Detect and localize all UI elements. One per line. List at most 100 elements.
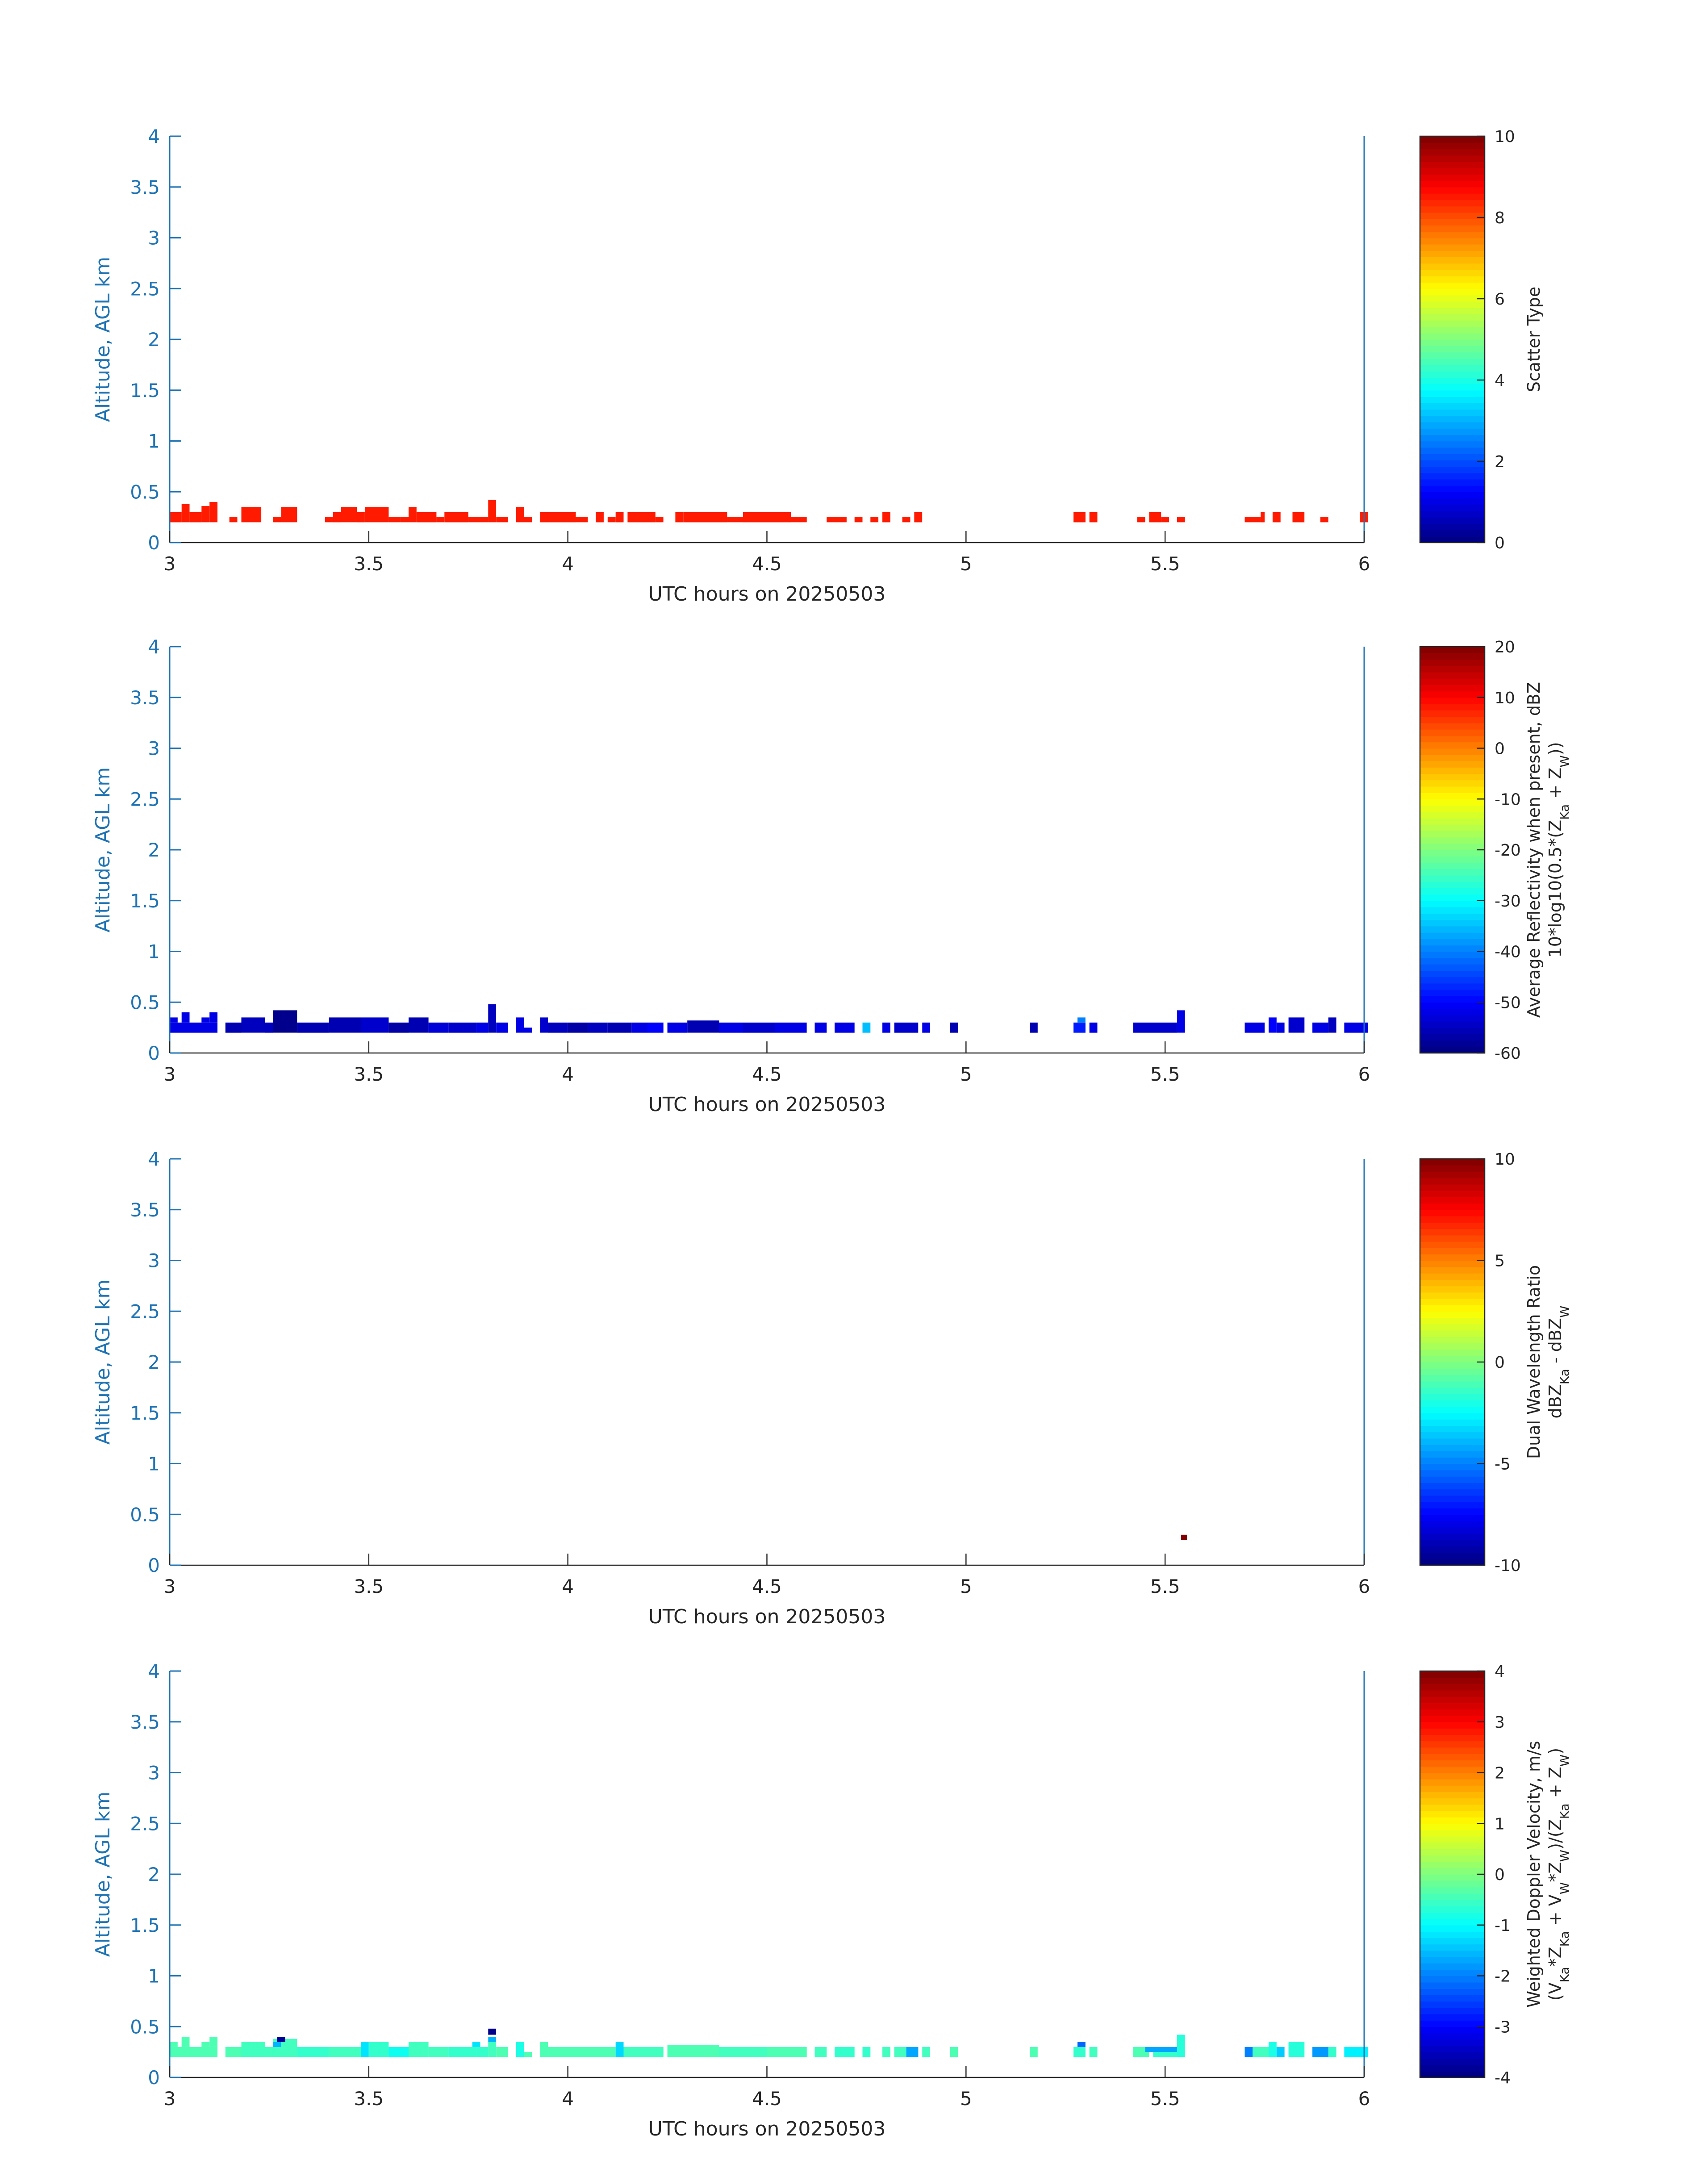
colorbar-segment [1420, 723, 1485, 730]
heatmap-cell [277, 2037, 285, 2042]
heatmap-cell [568, 1022, 588, 1033]
heatmap-cell [488, 2037, 497, 2042]
colorbar-segment [1420, 1286, 1485, 1293]
heatmap-cell [894, 2047, 906, 2057]
heatmap-cell [655, 517, 664, 522]
colorbar-segment [1420, 1944, 1485, 1951]
colorbar-segment [1420, 1533, 1485, 1540]
colorbar-segment [1420, 1330, 1485, 1337]
colorbar-segment [1420, 282, 1485, 289]
heatmap-cell [516, 1017, 524, 1033]
heatmap-cell [341, 507, 357, 522]
heatmap-cell [472, 2042, 480, 2047]
heatmap-cell [476, 1022, 489, 1033]
colorbar-segment [1420, 1969, 1485, 1976]
heatmap-cell [1344, 2047, 1368, 2057]
heatmap-cell [209, 502, 217, 522]
colorbar-segment [1420, 1254, 1485, 1261]
colorbar-segment [1420, 799, 1485, 806]
colorbar-segment [1420, 1279, 1485, 1287]
colorbar-segment [1420, 805, 1485, 812]
y-tick-label: 2.5 [130, 278, 160, 300]
colorbar-segment [1420, 1463, 1485, 1471]
colorbar-segment [1420, 1343, 1485, 1350]
colorbar-segment [1420, 1868, 1485, 1875]
heatmap-cell [201, 1017, 210, 1023]
heatmap-cell [388, 1022, 409, 1033]
colorbar-segment [1420, 850, 1485, 857]
colorbar-segment [1420, 894, 1485, 901]
colorbar-segment [1420, 1387, 1485, 1394]
y-tick-label: 1.5 [130, 380, 160, 401]
y-axis-label: Altitude, AGL km [92, 257, 114, 422]
colorbar-segment [1420, 1298, 1485, 1305]
colorbar-segment [1420, 288, 1485, 296]
heatmap-cell [209, 2037, 217, 2047]
colorbar-tick-label: 2 [1495, 453, 1505, 471]
colorbar-segment [1420, 1216, 1485, 1223]
colorbar-segment [1420, 1432, 1485, 1439]
colorbar-segment [1420, 1381, 1485, 1388]
heatmap-cell [273, 517, 281, 522]
colorbar-segment [1420, 989, 1485, 996]
heatmap-cell [333, 512, 341, 522]
x-axis-label: UTC hours on 20250503 [648, 1605, 886, 1628]
colorbar-segment [1420, 187, 1485, 194]
heatmap-cell [1089, 512, 1098, 522]
colorbar-label-line-1: Scatter Type [1524, 287, 1544, 392]
colorbar-segment [1420, 1028, 1485, 1035]
colorbar-segment [1420, 824, 1485, 832]
heatmap-cell [428, 1022, 449, 1033]
y-tick-label: 3 [148, 738, 160, 760]
colorbar-segment [1420, 1368, 1485, 1375]
colorbar-tick-label: 2 [1495, 1764, 1505, 1783]
colorbar-segment [1420, 1760, 1485, 1767]
colorbar-tick-label: 0 [1495, 1354, 1505, 1372]
heatmap-cell [1244, 1022, 1265, 1033]
colorbar-segment [1420, 1823, 1485, 1830]
colorbar-segment [1420, 862, 1485, 869]
heatmap-cell [241, 2042, 265, 2057]
colorbar-segment [1420, 364, 1485, 372]
colorbar-segment [1420, 1779, 1485, 1786]
colorbar-segment [1420, 875, 1485, 882]
colorbar-segment [1420, 1248, 1485, 1255]
heatmap-cell [1030, 1022, 1038, 1033]
colorbar-segment [1420, 358, 1485, 365]
heatmap-cell [675, 512, 684, 522]
colorbar-segment [1420, 447, 1485, 454]
colorbar-segment [1420, 1406, 1485, 1413]
heatmap-cell [468, 517, 489, 522]
colorbar-segment [1420, 1311, 1485, 1318]
y-tick-label: 0.5 [130, 1504, 160, 1525]
x-tick-label: 4 [562, 1063, 574, 1085]
heatmap-cell [1261, 512, 1265, 522]
colorbar-segment [1420, 945, 1485, 952]
colorbar-segment [1420, 1337, 1485, 1344]
colorbar-tick-label: 10 [1495, 1150, 1515, 1169]
colorbar-segment [1420, 485, 1485, 493]
heatmap-cell [265, 2047, 273, 2057]
colorbar-segment [1420, 1451, 1485, 1458]
colorbar-segment [1420, 697, 1485, 704]
colorbar-tick-label: -10 [1495, 1557, 1521, 1575]
y-tick-label: 3 [148, 1250, 160, 1272]
colorbar-segment [1420, 1956, 1485, 1964]
x-tick-label: 5 [960, 553, 972, 575]
colorbar-segment [1420, 1197, 1485, 1204]
colorbar-segment [1420, 276, 1485, 283]
heatmap-cell [814, 2047, 827, 2057]
colorbar-segment [1420, 2071, 1485, 2078]
colorbar-segment [1420, 685, 1485, 692]
y-tick-label: 4 [148, 636, 160, 658]
x-tick-label: 5.5 [1150, 553, 1180, 575]
y-tick-label: 4 [148, 1660, 160, 1682]
colorbar-segment [1420, 1349, 1485, 1356]
colorbar-segment [1420, 1753, 1485, 1760]
x-tick-label: 5 [960, 2088, 972, 2110]
colorbar-segment [1420, 1906, 1485, 1913]
colorbar-segment [1420, 142, 1485, 150]
heatmap-cell [170, 1022, 217, 1033]
colorbar-segment [1420, 257, 1485, 264]
colorbar-segment [1420, 977, 1485, 984]
